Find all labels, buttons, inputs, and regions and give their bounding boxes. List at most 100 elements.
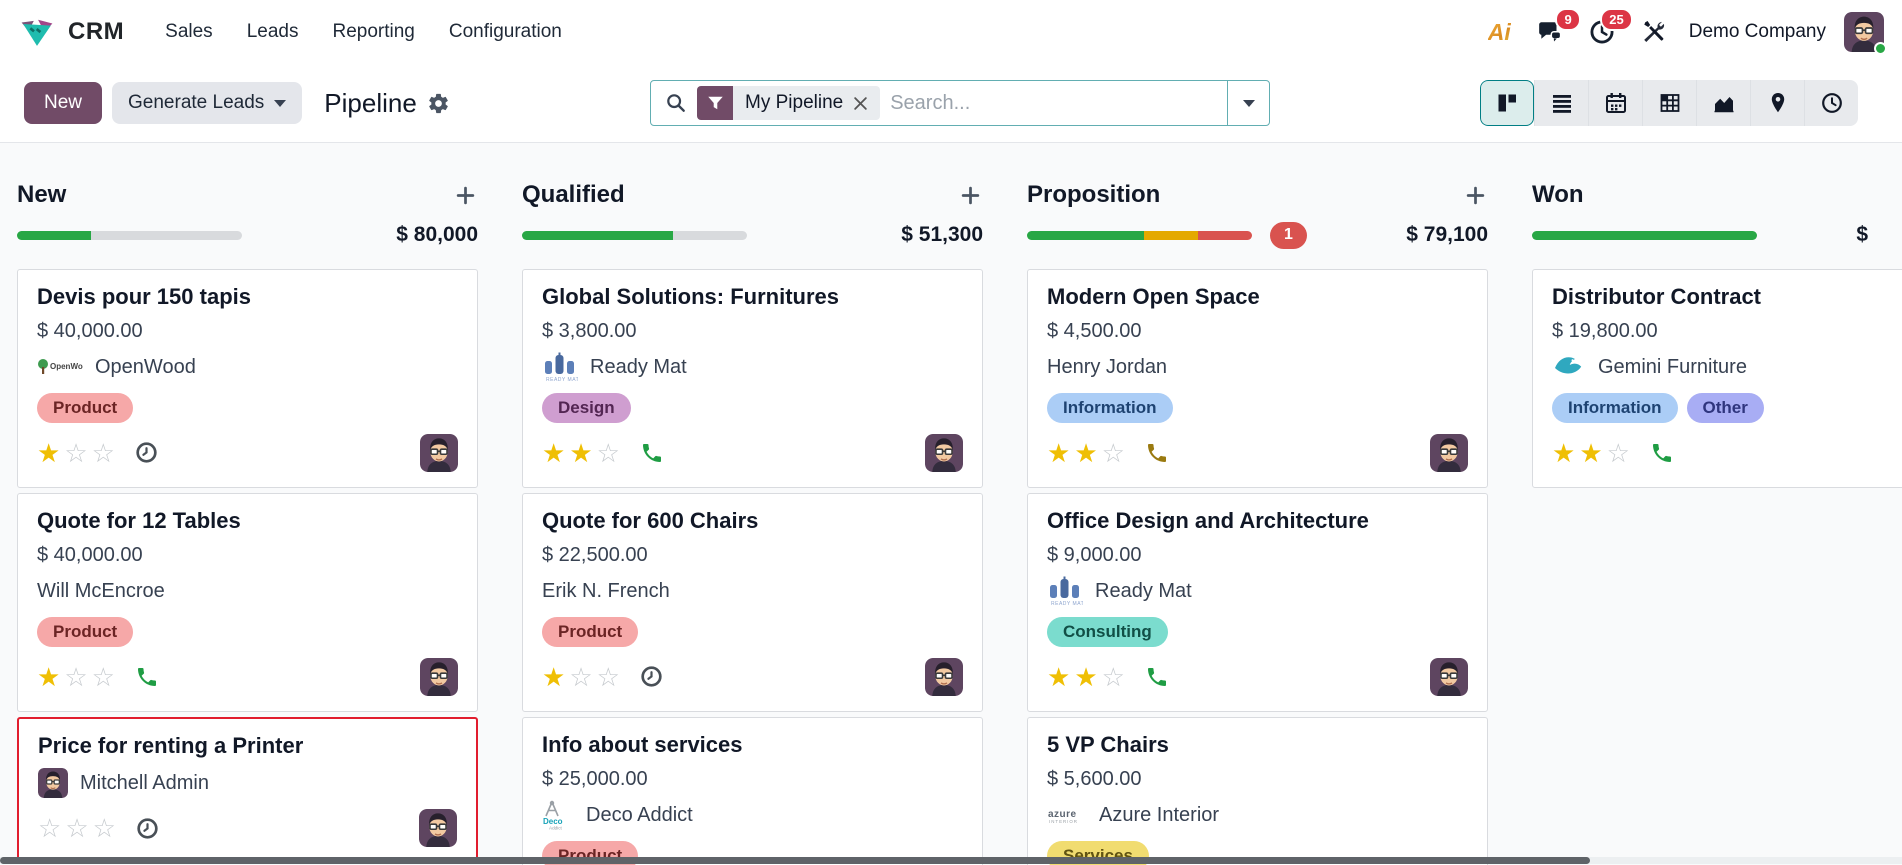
view-graph-button[interactable] (1696, 80, 1750, 126)
user-avatar[interactable] (1844, 12, 1887, 55)
activity-phone-icon[interactable] (135, 665, 159, 689)
search-facet-my-pipeline[interactable]: My Pipeline (697, 86, 881, 120)
column-progressbar[interactable] (1027, 230, 1252, 240)
crm-app-logo[interactable] (18, 15, 56, 49)
map-pin-icon (1771, 93, 1784, 113)
column-amount: $ 51,300 (901, 223, 983, 246)
card-title: Distributor Contract (1552, 284, 1761, 309)
view-map-button[interactable] (1750, 80, 1804, 126)
salesperson-avatar[interactable] (1430, 658, 1468, 696)
view-settings-button[interactable] (427, 92, 450, 115)
chevron-down-icon (274, 99, 287, 107)
kanban-card[interactable]: Distributor Contract $ 19,800.00 Gemini … (1532, 269, 1902, 488)
kanban-card[interactable]: Quote for 600 Chairs $ 22,500.00 Erik N.… (522, 492, 983, 712)
add-record-button[interactable] (1463, 183, 1488, 208)
salesperson-avatar[interactable] (420, 658, 458, 696)
gear-icon (429, 93, 448, 113)
kanban-card[interactable]: Info about services $ 25,000.00 Deco Add… (522, 716, 983, 865)
overdue-counter-badge[interactable]: 1 (1270, 221, 1307, 249)
activity-clock-icon[interactable] (136, 817, 159, 840)
activity-clock-icon[interactable] (640, 665, 663, 688)
add-record-button[interactable] (958, 183, 983, 208)
activity-phone-icon[interactable] (640, 441, 664, 465)
partner-name: Gemini Furniture (1598, 355, 1747, 378)
priority-stars[interactable]: ★☆☆ (37, 661, 119, 692)
salesperson-avatar[interactable] (420, 434, 458, 472)
activity-phone-icon[interactable] (1145, 441, 1169, 465)
search-input[interactable] (880, 91, 1227, 115)
kanban-column-won: Won $ Distributor Contract $ 19,800.00 G… (1532, 143, 1902, 865)
priority-stars[interactable]: ★★☆ (1047, 437, 1129, 468)
ai-icon[interactable]: Ai (1487, 18, 1511, 45)
horizontal-scrollbar[interactable] (0, 857, 1590, 864)
priority-stars[interactable]: ★☆☆ (37, 437, 119, 468)
card-title: Info about services (542, 731, 743, 757)
priority-stars[interactable]: ★★☆ (542, 437, 624, 468)
chevron-down-icon (1242, 99, 1255, 107)
messages-button[interactable]: 9 (1531, 8, 1581, 49)
openwood-logo (37, 355, 83, 379)
add-record-button[interactable] (453, 183, 478, 208)
kanban-card-selected[interactable]: Price for renting a Printer Mitchell Adm… (17, 716, 478, 865)
filter-funnel-icon (697, 86, 733, 120)
menu-configuration[interactable]: Configuration (448, 21, 562, 42)
chat-bubble-icon (1538, 22, 1562, 42)
activities-button[interactable]: 25 (1583, 8, 1633, 49)
salesperson-avatar[interactable] (925, 434, 963, 472)
azure-interior-logo (1047, 805, 1087, 825)
priority-stars[interactable]: ★☆☆ (542, 661, 624, 692)
generate-leads-button[interactable]: Generate Leads (112, 82, 303, 124)
view-activity-button[interactable] (1804, 80, 1858, 126)
search-bar[interactable]: My Pipeline (650, 80, 1270, 126)
salesperson-avatar[interactable] (419, 809, 457, 847)
card-title: Quote for 12 Tables (37, 507, 241, 533)
navbar-right: Ai 9 25 Demo Company (1482, 8, 1887, 55)
priority-stars[interactable]: ★★☆ (1047, 661, 1129, 692)
priority-stars[interactable]: ☆☆☆ (38, 813, 120, 844)
kanban-board: New $ 80,000 Devis pour 150 tapis $ 40,0… (0, 143, 1902, 865)
activity-phone-icon[interactable] (1650, 441, 1674, 465)
tag: Other (1686, 393, 1764, 423)
menu-leads[interactable]: Leads (246, 21, 299, 42)
facet-close-icon[interactable] (853, 96, 868, 111)
messages-badge: 9 (1555, 8, 1581, 31)
view-calendar-button[interactable] (1588, 80, 1642, 126)
app-name[interactable]: CRM (68, 18, 125, 45)
company-name[interactable]: Demo Company (1688, 21, 1826, 42)
card-amount: $ 40,000.00 (37, 320, 143, 343)
kanban-card[interactable]: Global Solutions: Furnitures $ 3,800.00 … (522, 269, 983, 488)
column-progressbar[interactable] (1532, 230, 1757, 240)
tag: Design (542, 393, 631, 423)
kanban-card[interactable]: 5 VP Chairs $ 5,600.00 Azure Interior Se… (1027, 716, 1488, 865)
top-navbar: CRM Sales Leads Reporting Configuration … (0, 0, 1902, 64)
column-progressbar[interactable] (522, 230, 747, 240)
card-amount: $ 25,000.00 (542, 768, 648, 791)
column-progressbar[interactable] (17, 230, 242, 240)
card-amount: $ 19,800.00 (1552, 320, 1658, 343)
column-title: Won (1532, 181, 1584, 208)
view-list-button[interactable] (1534, 80, 1588, 126)
kanban-card[interactable]: Quote for 12 Tables $ 40,000.00 Will McE… (17, 492, 478, 712)
salesperson-avatar[interactable] (925, 658, 963, 696)
activity-phone-icon[interactable] (1145, 665, 1169, 689)
priority-stars[interactable]: ★★☆ (1552, 437, 1634, 468)
menu-sales[interactable]: Sales (165, 21, 213, 42)
card-title: Modern Open Space (1047, 284, 1260, 309)
partner-name: Henry Jordan (1047, 355, 1168, 378)
view-kanban-button[interactable] (1480, 80, 1534, 126)
search-options-toggle[interactable] (1227, 81, 1269, 125)
view-pivot-button[interactable] (1642, 80, 1696, 126)
activity-clock-icon[interactable] (135, 441, 158, 464)
new-button[interactable]: New (24, 82, 103, 124)
kanban-card[interactable]: Devis pour 150 tapis $ 40,000.00 OpenWoo… (17, 269, 478, 488)
kanban-card[interactable]: Modern Open Space $ 4,500.00 Henry Jorda… (1027, 269, 1488, 488)
card-amount: $ 5,600.00 (1047, 768, 1142, 791)
pivot-icon (1660, 94, 1679, 112)
column-amount: $ 80,000 (396, 223, 478, 246)
kanban-card[interactable]: Office Design and Architecture $ 9,000.0… (1027, 492, 1488, 712)
activity-clock-icon (1821, 93, 1842, 113)
salesperson-avatar[interactable] (1430, 434, 1468, 472)
horizontal-scrollbar-track (0, 857, 1902, 864)
menu-reporting[interactable]: Reporting (332, 21, 415, 42)
debug-tools-button[interactable] (1635, 16, 1671, 48)
